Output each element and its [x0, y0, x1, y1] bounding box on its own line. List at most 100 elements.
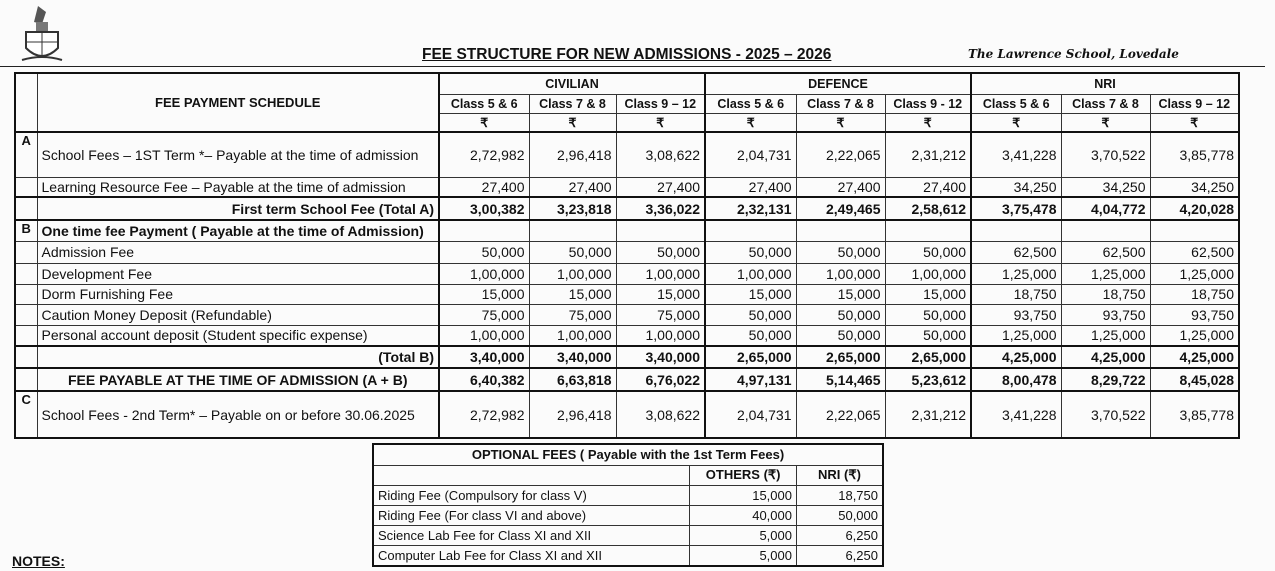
fee-value: 15,000: [438, 283, 530, 305]
fee-value: 1,25,000: [970, 324, 1062, 347]
currency-symbol: ₹: [1060, 112, 1151, 133]
fee-row: C School Fees - 2nd Term* – Payable on or…: [14, 390, 1240, 439]
optional-fee-label: Riding Fee (Compulsory for class V): [372, 484, 691, 506]
optional-fee-others: 40,000: [689, 504, 797, 526]
fee-value: 2,65,000: [884, 345, 972, 369]
fee-value: 4,25,000: [1060, 345, 1151, 369]
class-header: Class 7 & 8: [795, 93, 886, 114]
currency-symbol: ₹: [1149, 112, 1240, 133]
fee-value: 93,750: [970, 303, 1062, 326]
fee-value: 62,500: [1149, 240, 1240, 264]
fee-value: 50,000: [884, 240, 972, 264]
fee-value: 2,96,418: [528, 131, 617, 178]
fee-value: 5,23,612: [884, 367, 972, 392]
optional-fee-label: Science Lab Fee for Class XI and XII: [372, 524, 691, 546]
fee-value: [528, 219, 617, 242]
fee-value: 1,00,000: [795, 262, 886, 285]
optional-fee-row: Computer Lab Fee for Class XI and XII 5,0…: [372, 544, 884, 566]
fee-value: 50,000: [884, 324, 972, 347]
currency-symbol: ₹: [438, 112, 530, 133]
optional-fee-row: Science Lab Fee for Class XI and XII 5,00…: [372, 524, 884, 546]
fee-value: 15,000: [615, 283, 706, 305]
section-letter: [14, 196, 38, 221]
fee-value: 15,000: [884, 283, 972, 305]
fee-value: 3,08,622: [615, 131, 706, 178]
fee-value: 8,00,478: [970, 367, 1062, 392]
schedule-header: FEE PAYMENT SCHEDULE: [36, 72, 440, 133]
section-letter: A: [14, 131, 38, 178]
fee-value: [1060, 219, 1151, 242]
class-header: Class 7 & 8: [528, 93, 617, 114]
fee-value: 3,70,522: [1060, 131, 1151, 178]
fee-label: Learning Resource Fee – Payable at the t…: [36, 176, 440, 198]
fee-value: [615, 219, 706, 242]
section-letter: [14, 324, 38, 347]
fee-value: 50,000: [884, 303, 972, 326]
fee-value: 15,000: [704, 283, 797, 305]
fee-row: A School Fees – 1ST Term *– Payable at th…: [14, 131, 1240, 178]
fee-label: (Total B): [36, 345, 440, 369]
class-header: Class 5 & 6: [704, 93, 797, 114]
class-header: Class 5 & 6: [970, 93, 1062, 114]
fee-value: 3,40,000: [438, 345, 530, 369]
fee-value: 3,40,000: [528, 345, 617, 369]
optional-fee-others: 5,000: [689, 524, 797, 546]
fee-value: 62,500: [1060, 240, 1151, 264]
fee-value: 8,29,722: [1060, 367, 1151, 392]
fee-value: [438, 219, 530, 242]
fee-value: 2,65,000: [704, 345, 797, 369]
section-letter: [14, 303, 38, 326]
header-divider: [0, 66, 1265, 67]
fee-value: 1,00,000: [528, 324, 617, 347]
fee-value: 3,23,818: [528, 196, 617, 221]
fee-value: 3,70,522: [1060, 390, 1151, 439]
fee-value: 50,000: [528, 240, 617, 264]
fee-value: 3,41,228: [970, 390, 1062, 439]
fee-value: 27,400: [795, 176, 886, 198]
fee-label: Admission Fee: [36, 240, 440, 264]
fee-value: 1,00,000: [438, 262, 530, 285]
optional-fee-label: Computer Lab Fee for Class XI and XII: [372, 544, 691, 566]
optional-fee-row: Riding Fee (For class VI and above) 40,00…: [372, 504, 884, 526]
fee-label: One time fee Payment ( Payable at the ti…: [36, 219, 440, 242]
fee-row: (Total B) 3,40,000 3,40,000 3,40,000 2,65,00…: [14, 345, 1240, 369]
fee-value: 93,750: [1149, 303, 1240, 326]
fee-row: B One time fee Payment ( Payable at the t…: [14, 219, 1240, 242]
fee-row: Dorm Furnishing Fee 15,000 15,000 15,000 15,…: [14, 283, 1240, 305]
fee-value: 4,25,000: [1149, 345, 1240, 369]
fee-label: School Fees – 1ST Term *– Payable at the…: [36, 131, 440, 178]
fee-value: 6,63,818: [528, 367, 617, 392]
fee-value: 4,97,131: [704, 367, 797, 392]
fee-value: 6,76,022: [615, 367, 706, 392]
currency-symbol: ₹: [970, 112, 1062, 133]
fee-value: 93,750: [1060, 303, 1151, 326]
class-header: Class 9 - 12: [884, 93, 972, 114]
fee-value: 1,00,000: [704, 262, 797, 285]
fee-value: 1,00,000: [615, 324, 706, 347]
fee-table: FEE PAYMENT SCHEDULE CIVILIAN DEFENCE NRI Cl…: [14, 72, 1240, 439]
section-letter: B: [14, 219, 38, 242]
fee-value: 3,40,000: [615, 345, 706, 369]
fee-value: 27,400: [615, 176, 706, 198]
fee-value: [1149, 219, 1240, 242]
fee-value: 2,96,418: [528, 390, 617, 439]
fee-value: 2,04,731: [704, 131, 797, 178]
fee-value: 1,00,000: [884, 262, 972, 285]
optional-fees-table: OPTIONAL FEES ( Payable with the 1st Ter…: [372, 443, 884, 567]
fee-value: 1,25,000: [1060, 262, 1151, 285]
fee-value: 1,25,000: [1149, 324, 1240, 347]
fee-row: Admission Fee 50,000 50,000 50,000 50,000 50,…: [14, 240, 1240, 264]
optional-fee-nri: 50,000: [795, 504, 884, 526]
fee-value: 50,000: [704, 303, 797, 326]
fee-value: 2,58,612: [884, 196, 972, 221]
fee-value: 27,400: [528, 176, 617, 198]
fee-value: 50,000: [704, 240, 797, 264]
fee-value: 50,000: [615, 240, 706, 264]
section-letter: [14, 176, 38, 198]
fee-label: School Fees - 2nd Term* – Payable on or …: [36, 390, 440, 439]
fee-value: 2,22,065: [795, 390, 886, 439]
fee-value: 1,00,000: [615, 262, 706, 285]
fee-value: 2,72,982: [438, 390, 530, 439]
fee-value: 50,000: [795, 324, 886, 347]
fee-label: Caution Money Deposit (Refundable): [36, 303, 440, 326]
